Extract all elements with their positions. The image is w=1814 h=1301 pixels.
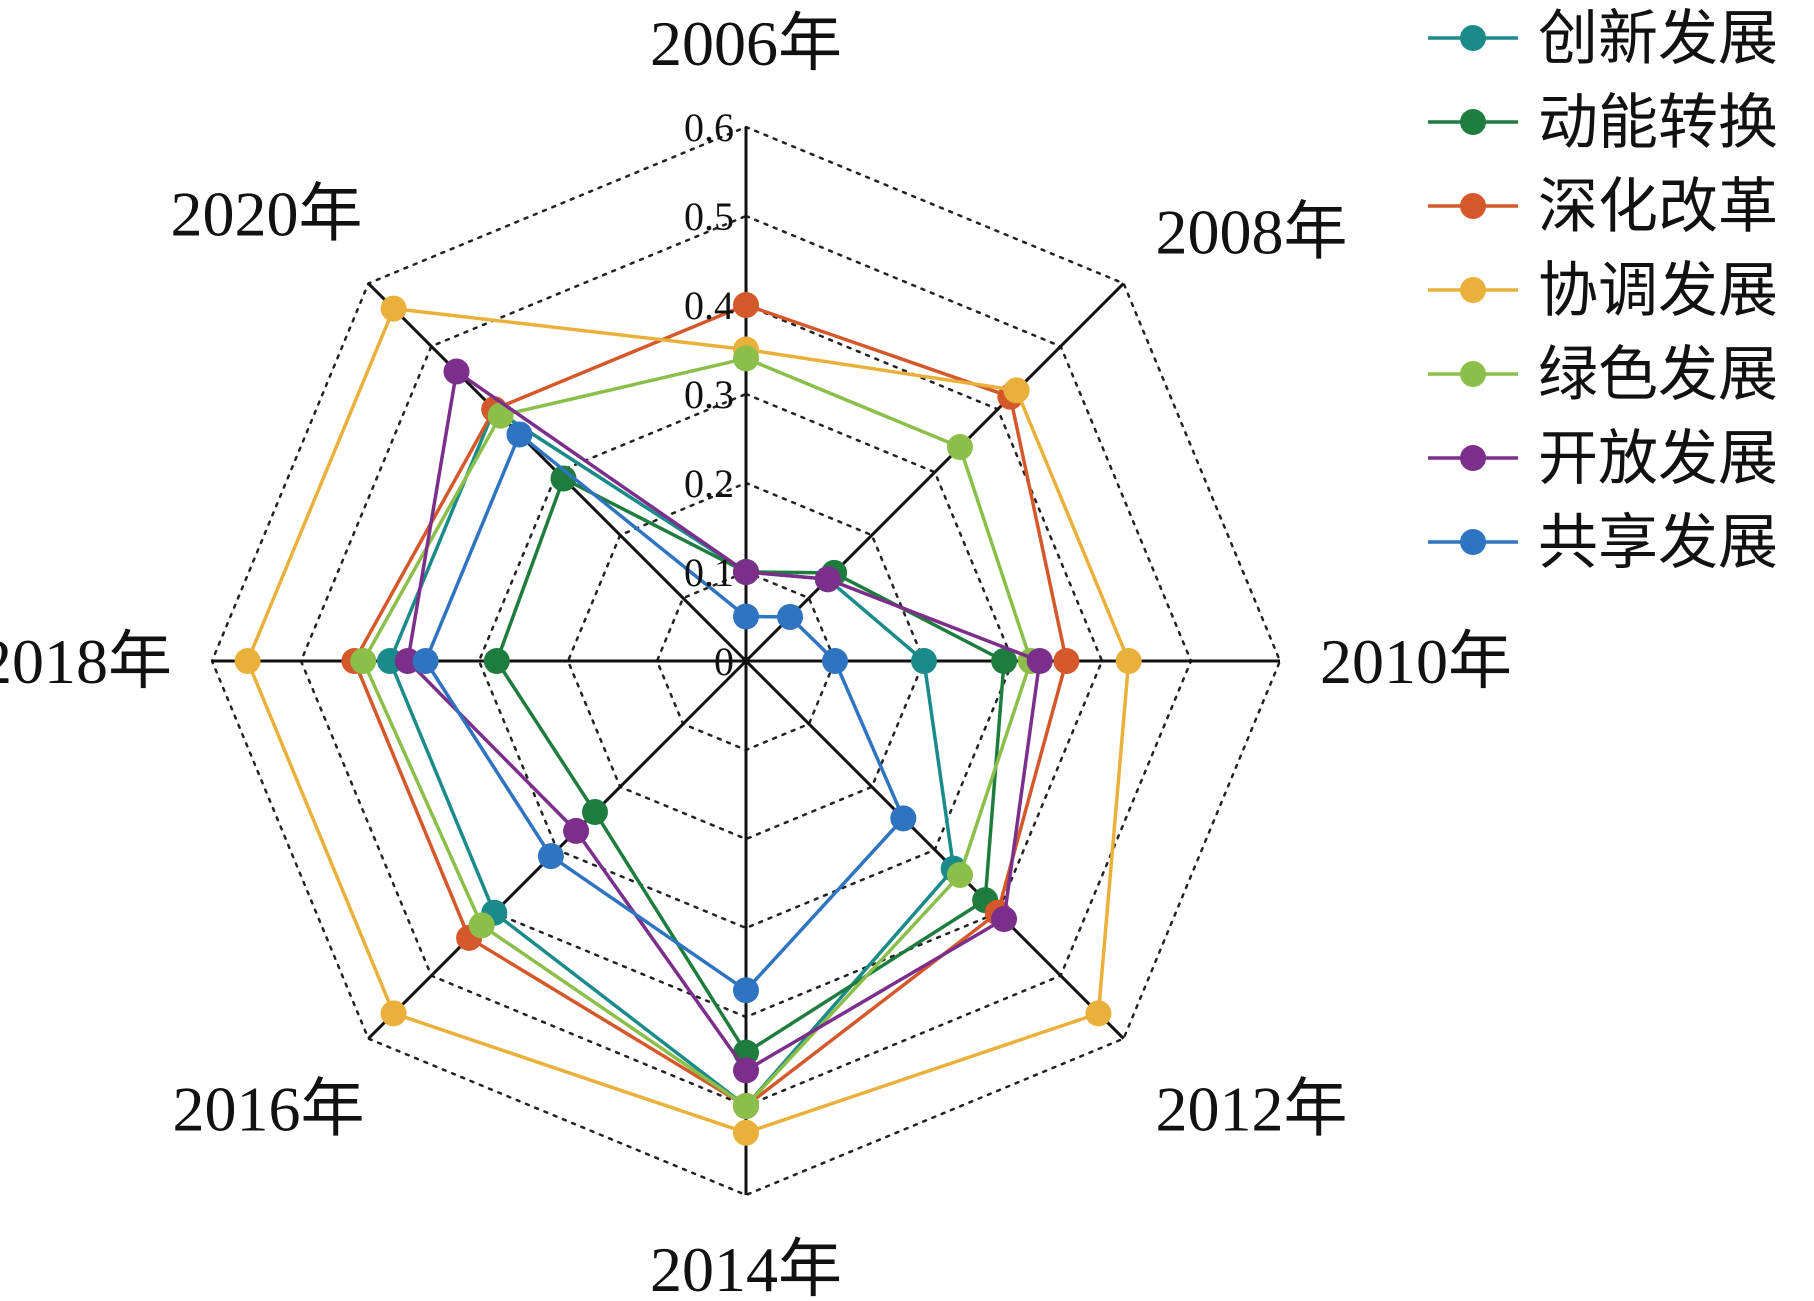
axis-labels: 2006年 2008年 2010年 2012年 2014年 2016年 2018年 2020年 xyxy=(0,8,1512,1301)
radial-tick-labels: 0 0.1 0.2 0.3 0.4 0.5 0.6 xyxy=(684,105,734,684)
legend-label-4: 绿色发展 xyxy=(1538,342,1778,408)
series-6-point-0 xyxy=(733,603,759,630)
legend-item-2: 深化改革 xyxy=(1428,174,1778,240)
series-6-point-4 xyxy=(733,977,759,1004)
series-3 xyxy=(234,295,1142,1146)
series-6-point-3 xyxy=(890,805,917,832)
series-1-point-2 xyxy=(991,648,1018,674)
tick-label-4: 0.4 xyxy=(684,283,734,328)
legend-label-6: 共享发展 xyxy=(1538,510,1778,576)
legend-label-5: 开放发展 xyxy=(1538,426,1778,492)
series-4-point-5 xyxy=(468,912,495,939)
legend-swatch-marker-0 xyxy=(1460,25,1486,51)
series-1-point-7 xyxy=(550,465,577,492)
legend-item-3: 协调发展 xyxy=(1428,258,1778,324)
series-3-point-5 xyxy=(380,1000,407,1027)
series-5 xyxy=(394,358,1053,1084)
legend-swatch-marker-2 xyxy=(1460,193,1486,219)
series-3-point-2 xyxy=(1115,648,1142,674)
series-1-point-5 xyxy=(581,799,608,826)
legend-label-3: 协调发展 xyxy=(1538,258,1778,324)
series-5-point-2 xyxy=(1026,648,1053,674)
series-0-point-2 xyxy=(911,648,937,674)
tick-label-5: 0.5 xyxy=(684,194,734,239)
axis-label-5: 2016年 xyxy=(172,1074,364,1145)
legend-swatch-marker-6 xyxy=(1460,529,1486,555)
axis-label-1: 2008年 xyxy=(1156,196,1348,267)
legend-swatch-marker-3 xyxy=(1460,277,1486,303)
series-5-point-1 xyxy=(814,566,841,593)
tick-label-1: 0.1 xyxy=(684,550,734,595)
series-4-point-1 xyxy=(946,434,973,461)
series-4-point-7 xyxy=(487,402,514,429)
series-3-point-3 xyxy=(1085,1000,1112,1027)
axis-label-3: 2012年 xyxy=(1156,1074,1348,1145)
legend-swatch-marker-5 xyxy=(1460,445,1486,471)
series-6-point-6 xyxy=(412,648,439,674)
grid-ring-2 xyxy=(566,481,926,841)
series-0-point-6 xyxy=(377,648,403,674)
series-4 xyxy=(350,345,1044,1119)
legend-swatch-marker-4 xyxy=(1460,361,1486,387)
spoke-1 xyxy=(744,282,1125,663)
tick-label-2: 0.2 xyxy=(684,461,734,506)
series-6-point-7 xyxy=(506,421,533,448)
series-6-point-1 xyxy=(777,603,804,630)
series-line-2 xyxy=(352,303,1069,1108)
series-5-point-6 xyxy=(394,648,421,674)
tick-label-0: 0 xyxy=(714,639,734,684)
series-5-point-5 xyxy=(563,817,590,844)
series-6-point-5 xyxy=(537,843,564,870)
axis-label-0: 2006年 xyxy=(650,8,842,79)
axis-label-4: 2014年 xyxy=(650,1234,842,1301)
axis-label-7: 2020年 xyxy=(170,178,362,249)
legend-item-0: 创新发展 xyxy=(1428,6,1778,72)
legend-label-1: 动能转换 xyxy=(1538,90,1778,156)
series-4-point-3 xyxy=(946,861,973,888)
series-4-point-6 xyxy=(350,648,377,674)
legend-label-2: 深化改革 xyxy=(1538,174,1778,240)
series-6 xyxy=(412,421,917,1004)
legend-item-6: 共享发展 xyxy=(1428,510,1778,576)
series-2-point-2 xyxy=(1053,648,1080,674)
axis-label-6: 2018年 xyxy=(0,626,172,697)
tick-label-3: 0.3 xyxy=(684,372,734,417)
legend-swatch-marker-1 xyxy=(1460,109,1486,135)
series-3-point-1 xyxy=(1003,377,1030,404)
series-6-point-2 xyxy=(822,648,848,674)
series-1-point-6 xyxy=(483,648,510,674)
grid-ring-3 xyxy=(477,392,1015,930)
series-4-point-4 xyxy=(733,1093,759,1119)
tick-label-6: 0.6 xyxy=(684,105,734,150)
legend-item-5: 开放发展 xyxy=(1428,426,1778,492)
spoke-3 xyxy=(744,659,1125,1040)
axis-label-2: 2010年 xyxy=(1320,626,1512,697)
series-5-point-0 xyxy=(733,559,759,585)
series-1 xyxy=(483,465,1018,1066)
legend-label-0: 创新发展 xyxy=(1538,6,1778,72)
series-3-point-7 xyxy=(380,295,407,322)
series-3-point-6 xyxy=(234,648,261,674)
series-5-point-7 xyxy=(443,358,470,385)
series-5-point-4 xyxy=(733,1057,759,1084)
series-3-point-4 xyxy=(733,1119,759,1146)
legend-item-1: 动能转换 xyxy=(1428,90,1778,156)
radar-series xyxy=(234,292,1142,1146)
series-5-point-3 xyxy=(991,906,1018,933)
legend-item-4: 绿色发展 xyxy=(1428,342,1778,408)
series-2-point-0 xyxy=(733,292,759,318)
series-4-point-0 xyxy=(733,345,759,372)
